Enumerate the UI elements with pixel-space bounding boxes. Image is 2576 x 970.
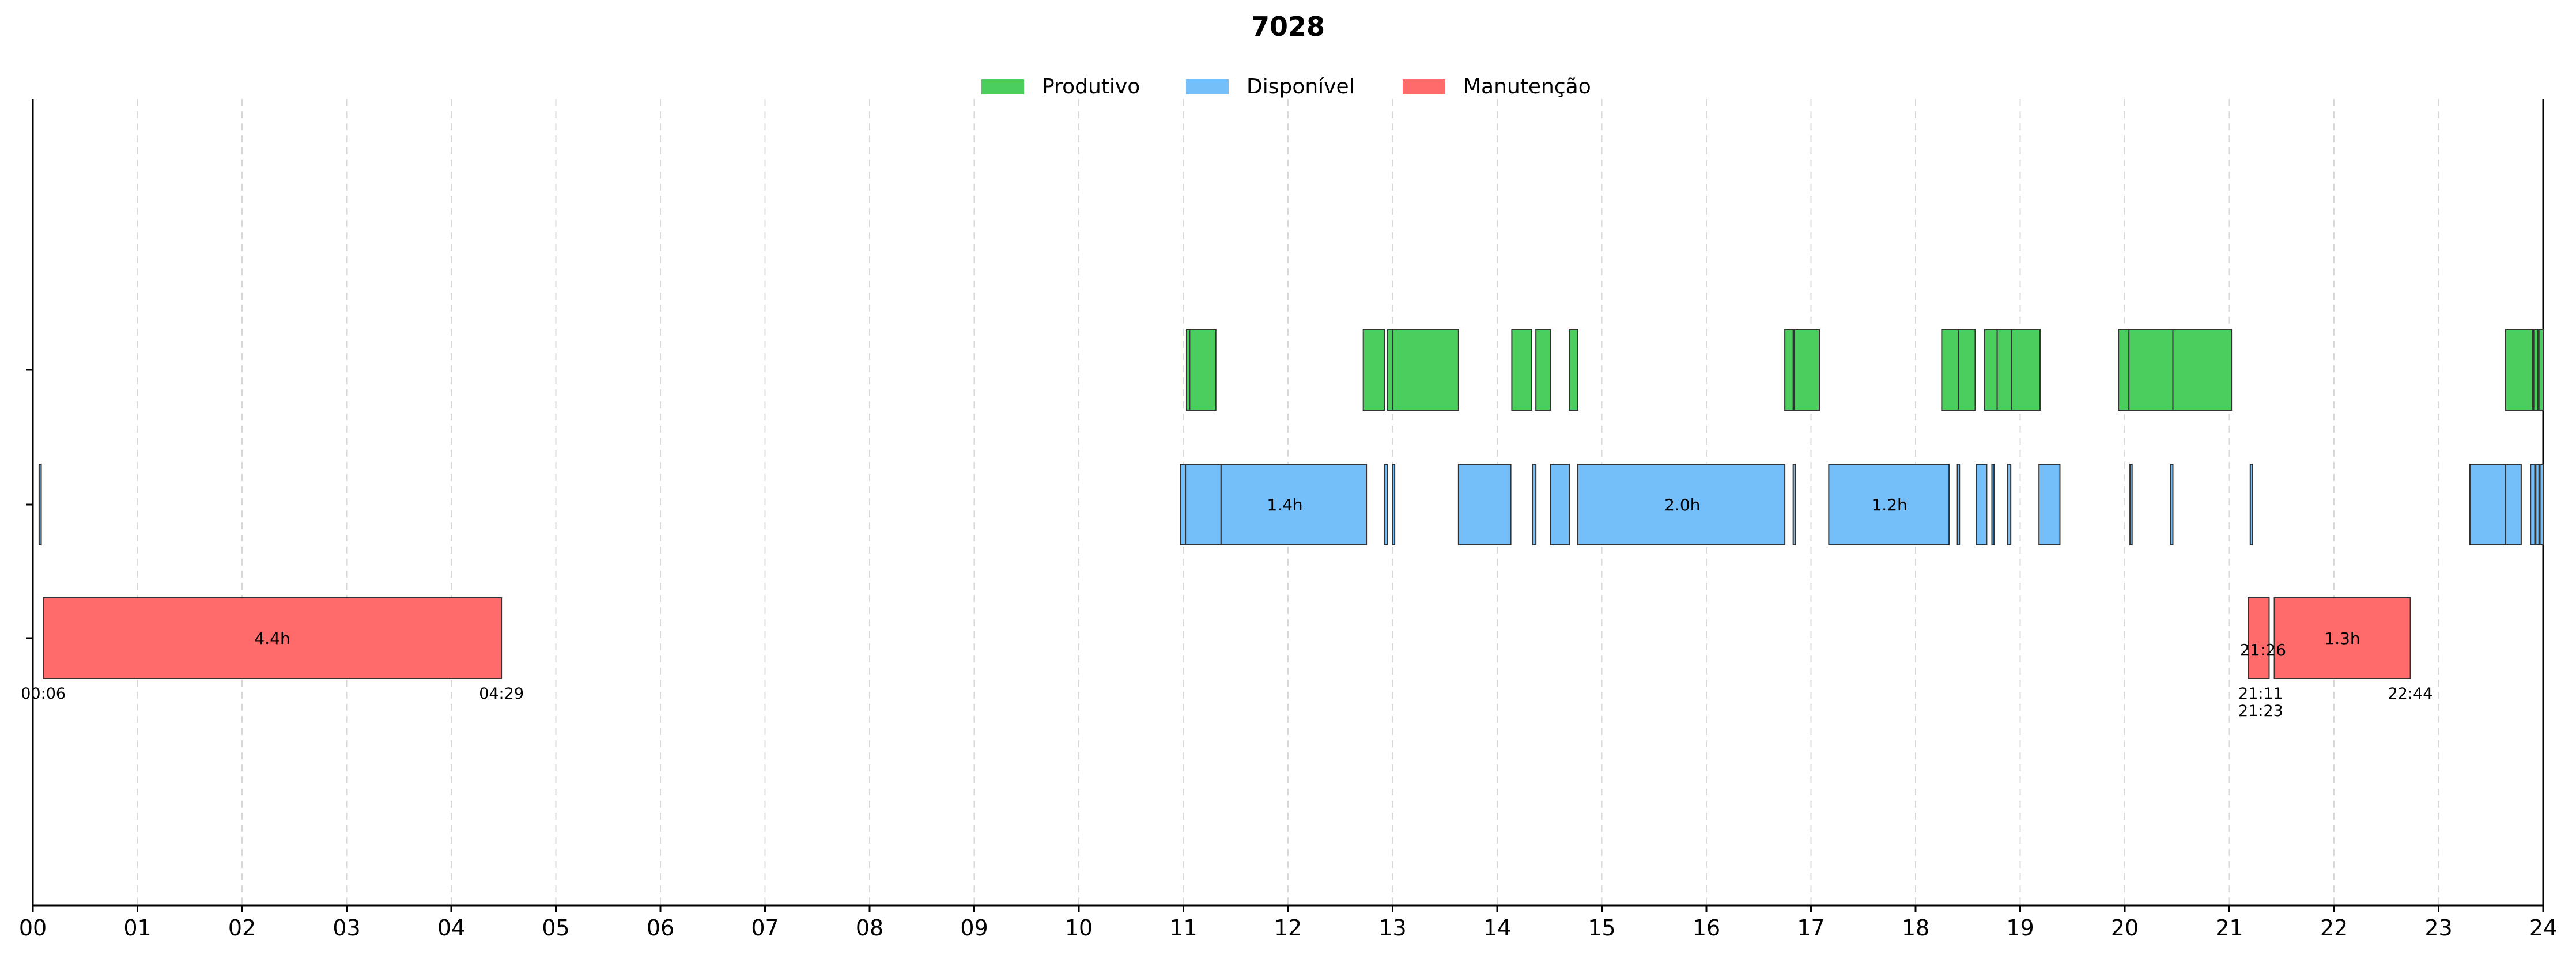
x-tick-label: 24 — [2529, 915, 2557, 941]
chart-title: 7028 — [1251, 11, 1325, 42]
bar-disponível — [1532, 464, 1537, 545]
x-tick-label: 04 — [437, 915, 465, 941]
x-tick-label: 17 — [1797, 915, 1825, 941]
bar-disponível — [2038, 464, 2061, 545]
bar-produtivo — [2011, 329, 2041, 411]
legend-swatch — [981, 79, 1024, 94]
bar-produtivo — [1941, 329, 1959, 411]
bar-produtivo — [2505, 329, 2533, 411]
bar-disponível — [1180, 464, 1187, 545]
legend-label: Manutenção — [1463, 75, 1591, 98]
bar-disponível — [1792, 464, 1796, 545]
bar-produtivo — [1996, 329, 2012, 411]
x-tick-label: 03 — [333, 915, 360, 941]
bar-disponível — [2530, 464, 2536, 545]
bar-produtivo — [2128, 329, 2174, 411]
bar-disponível — [2249, 464, 2253, 545]
bar-produtivo — [1784, 329, 1794, 411]
bar-disponível — [2007, 464, 2012, 545]
x-tick-label: 19 — [2006, 915, 2034, 941]
x-tick-label: 22 — [2320, 915, 2348, 941]
bar-duration-label: 1.4h — [1267, 495, 1302, 514]
bar-produtivo — [1387, 329, 1393, 411]
bar-produtivo — [1392, 329, 1459, 411]
x-tick-label: 05 — [542, 915, 569, 941]
bar-disponível — [1956, 464, 1961, 545]
legend: Produtivo Disponível Manutenção — [981, 75, 1591, 98]
time-annotation: 04:29 — [479, 685, 524, 703]
x-tick-label: 12 — [1274, 915, 1302, 941]
bar-disponível — [1383, 464, 1388, 545]
bar-produtivo — [1793, 329, 1820, 411]
x-tick-label: 07 — [751, 915, 779, 941]
bar-labels: 1.4h 2.0h 1.2h 4.4h 1.3h 21:26 00:06 04:29 21:11… — [21, 495, 2433, 720]
x-tick-label: 01 — [123, 915, 151, 941]
bar-manutenção — [43, 597, 503, 679]
bar-disponível — [1220, 464, 1368, 545]
x-tick-label: 21 — [2215, 915, 2243, 941]
bar-disponível — [2535, 464, 2540, 545]
bar-disponível — [1976, 464, 1988, 545]
x-tick-label: 09 — [960, 915, 988, 941]
bar-disponível — [2505, 464, 2522, 545]
bar-disponível — [2129, 464, 2133, 545]
legend-label: Produtivo — [1042, 75, 1140, 98]
bar-produtivo — [2172, 329, 2233, 411]
bar-produtivo — [2538, 329, 2544, 411]
bar-produtivo — [2533, 329, 2539, 411]
bar-disponível — [1550, 464, 1570, 545]
x-tick-label: 14 — [1483, 915, 1511, 941]
legend-label: Disponível — [1247, 75, 1355, 98]
bar-manutenção — [2248, 597, 2270, 679]
x-tick-label: 02 — [228, 915, 256, 941]
bar-duration-label: 4.4h — [254, 629, 290, 648]
time-annotation: 00:06 — [21, 685, 66, 703]
bar-manutenção — [2273, 597, 2411, 679]
x-tick-label: 00 — [19, 915, 47, 941]
bar-disponível — [1991, 464, 1995, 545]
x-tick-label: 23 — [2424, 915, 2452, 941]
x-tick-label: 18 — [1902, 915, 1929, 941]
x-tick-label: 11 — [1169, 915, 1197, 941]
bar-disponível — [1828, 464, 1950, 545]
time-annotation: 22:44 — [2388, 685, 2433, 703]
x-tick-label: 16 — [1693, 915, 1720, 941]
bar-duration-label: 1.2h — [1871, 495, 1907, 514]
bar-duration-label: 1.3h — [2324, 629, 2360, 648]
bar-disponível — [1185, 464, 1222, 545]
bar-duration-label: 21:26 — [2239, 641, 2286, 660]
bar-produtivo — [1189, 329, 1217, 411]
bar-produtivo — [1362, 329, 1385, 411]
bar-disponível — [38, 464, 42, 545]
x-tick-label: 20 — [2111, 915, 2139, 941]
x-tick-label: 13 — [1378, 915, 1406, 941]
bar-disponível — [1392, 464, 1396, 545]
bar-produtivo — [1511, 329, 1532, 411]
time-annotation: 21:23 — [2238, 702, 2283, 720]
x-tick-label: 10 — [1065, 915, 1093, 941]
bars — [38, 329, 2544, 679]
bar-duration-label: 2.0h — [1664, 495, 1700, 514]
legend-swatch — [1186, 79, 1229, 94]
bar-produtivo — [1569, 329, 1578, 411]
x-tick-label: 15 — [1588, 915, 1615, 941]
bar-produtivo — [2118, 329, 2130, 411]
bar-disponível — [2539, 464, 2544, 545]
legend-swatch — [1403, 79, 1445, 94]
bar-disponível — [2469, 464, 2506, 545]
bar-produtivo — [1958, 329, 1976, 411]
x-tick-label: 06 — [647, 915, 674, 941]
x-tick-label: 08 — [856, 915, 883, 941]
bar-produtivo — [1984, 329, 1998, 411]
bar-disponível — [1577, 464, 1786, 545]
bar-disponível — [2170, 464, 2174, 545]
time-annotation: 21:11 — [2238, 685, 2283, 703]
bar-disponível — [1457, 464, 1512, 545]
bar-produtivo — [1535, 329, 1551, 411]
